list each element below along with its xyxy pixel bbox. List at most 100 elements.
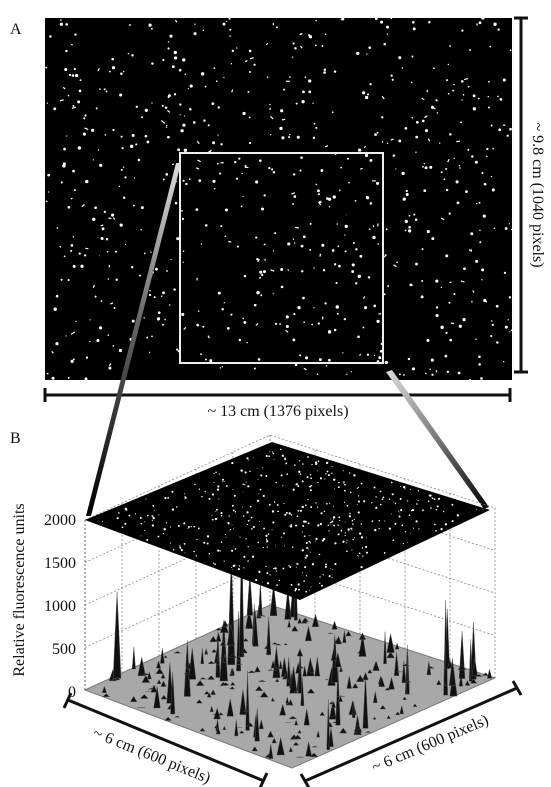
speckle	[276, 584, 278, 586]
speckle	[279, 126, 283, 130]
speckle	[173, 93, 177, 96]
speckle	[85, 356, 89, 359]
speckle	[185, 182, 188, 186]
peak	[160, 694, 168, 700]
speckle	[423, 189, 427, 193]
speckle	[111, 213, 115, 217]
speckle	[97, 67, 100, 72]
peak	[402, 696, 408, 700]
peak	[195, 699, 203, 704]
peak	[352, 682, 359, 689]
peak	[300, 677, 305, 706]
speckle	[121, 526, 124, 529]
peak	[226, 624, 235, 646]
speckle	[253, 63, 256, 66]
speckle	[303, 367, 307, 371]
speckle	[308, 34, 311, 37]
speckle	[46, 102, 49, 104]
speckle	[340, 529, 343, 532]
peak	[174, 715, 181, 718]
speckle	[252, 525, 255, 529]
speckle	[478, 363, 481, 366]
grid-line	[84, 519, 496, 606]
speckle	[214, 517, 218, 521]
peak	[199, 677, 207, 680]
speckle	[317, 193, 320, 196]
speckle	[198, 488, 201, 490]
speckle	[65, 335, 67, 337]
speckle	[280, 285, 284, 289]
speckle	[248, 459, 250, 461]
peak	[245, 670, 250, 731]
speckle	[298, 460, 301, 462]
peak	[163, 655, 168, 658]
speckle	[332, 195, 336, 199]
speckle	[476, 23, 478, 26]
speckle	[301, 99, 305, 104]
speckle	[401, 524, 404, 527]
peak	[258, 581, 263, 617]
speckle	[171, 163, 175, 166]
speckle	[324, 302, 327, 305]
speckle	[231, 504, 234, 507]
speckle	[336, 223, 338, 225]
speckle	[274, 232, 277, 235]
speckle	[59, 22, 63, 26]
speckle	[245, 481, 247, 483]
speckle	[240, 469, 243, 472]
speckle	[71, 106, 76, 109]
speckle	[354, 199, 357, 202]
speckle	[193, 525, 196, 528]
speckle	[325, 365, 328, 367]
speckle	[318, 358, 322, 362]
speckle	[322, 574, 324, 576]
speckle	[488, 80, 490, 83]
speckle	[146, 514, 149, 517]
projected-image	[85, 442, 490, 600]
speckle	[388, 498, 391, 500]
speckle	[398, 373, 401, 376]
speckle	[118, 512, 120, 514]
speckle	[392, 154, 396, 157]
speckle	[216, 162, 219, 165]
speckle	[272, 452, 275, 455]
peak	[160, 648, 165, 664]
speckle	[180, 129, 184, 133]
peak	[129, 695, 138, 703]
peak	[203, 690, 210, 695]
speckle	[288, 565, 290, 567]
peak	[142, 673, 150, 676]
speckle	[306, 476, 309, 479]
speckle	[479, 241, 482, 244]
speckle	[316, 373, 319, 375]
speckle	[300, 33, 303, 35]
peak	[378, 676, 386, 687]
speckle	[367, 276, 371, 279]
peak	[401, 660, 407, 684]
speckle	[302, 235, 306, 239]
speckle	[398, 139, 402, 143]
peak	[146, 671, 152, 680]
speckle	[99, 163, 103, 167]
speckle	[335, 305, 339, 309]
speckle	[140, 228, 142, 231]
peak	[173, 651, 181, 654]
speckle	[221, 308, 224, 311]
speckle	[357, 486, 359, 489]
speckle	[387, 285, 390, 288]
speckle	[472, 290, 475, 293]
speckle	[71, 43, 73, 46]
speckle	[348, 181, 350, 184]
speckle	[344, 489, 346, 492]
speckle	[280, 109, 284, 113]
speckle	[415, 135, 418, 139]
speckle	[449, 281, 452, 284]
speckle	[265, 475, 268, 477]
speckle	[194, 483, 196, 486]
speckle	[77, 146, 82, 150]
width-bracket	[43, 388, 512, 402]
speckle	[361, 547, 364, 549]
speckle	[475, 338, 477, 340]
speckle	[187, 88, 190, 90]
speckle	[182, 179, 185, 182]
